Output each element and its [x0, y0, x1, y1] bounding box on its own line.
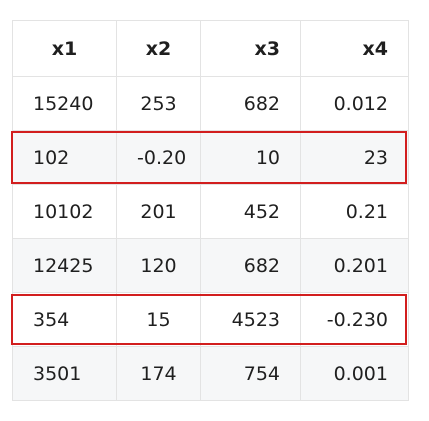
table-row-highlighted: 102 -0.20 10 23 — [12, 130, 409, 185]
table-cell: 0.21 — [300, 184, 409, 239]
table-row: 15240 253 682 0.012 — [12, 76, 409, 131]
table-row: 3501 174 754 0.001 — [12, 346, 409, 401]
table-cell: 0.201 — [300, 238, 409, 293]
table-cell: 23 — [300, 130, 409, 185]
table-cell: 15240 — [12, 76, 117, 131]
table-cell: 4523 — [200, 292, 301, 347]
data-table-container: x1 x2 x3 x4 15240 253 682 0.012 102 -0.2… — [12, 20, 409, 402]
table-row: 12425 120 682 0.201 — [12, 238, 409, 293]
table-cell: 452 — [200, 184, 301, 239]
table-cell: 174 — [116, 346, 201, 401]
table-cell: 120 — [116, 238, 201, 293]
table-cell: 15 — [116, 292, 201, 347]
table-cell: 0.001 — [300, 346, 409, 401]
table-cell: 10 — [200, 130, 301, 185]
table-cell: 102 — [12, 130, 117, 185]
table-cell: 253 — [116, 76, 201, 131]
table-cell: 354 — [12, 292, 117, 347]
table-cell: -0.20 — [116, 130, 201, 185]
table-cell: 12425 — [12, 238, 117, 293]
table-row: 10102 201 452 0.21 — [12, 184, 409, 239]
header-x2: x2 — [116, 20, 201, 77]
table-cell: 754 — [200, 346, 301, 401]
table-cell: 682 — [200, 238, 301, 293]
data-table: x1 x2 x3 x4 15240 253 682 0.012 102 -0.2… — [12, 20, 409, 401]
header-x1: x1 — [12, 20, 117, 77]
table-cell: 3501 — [12, 346, 117, 401]
header-x3: x3 — [200, 20, 301, 77]
table-cell: -0.230 — [300, 292, 409, 347]
table-row-highlighted: 354 15 4523 -0.230 — [12, 292, 409, 347]
table-cell: 682 — [200, 76, 301, 131]
table-cell: 0.012 — [300, 76, 409, 131]
table-cell: 10102 — [12, 184, 117, 239]
table-cell: 201 — [116, 184, 201, 239]
header-x4: x4 — [300, 20, 409, 77]
header-row: x1 x2 x3 x4 — [12, 20, 409, 77]
